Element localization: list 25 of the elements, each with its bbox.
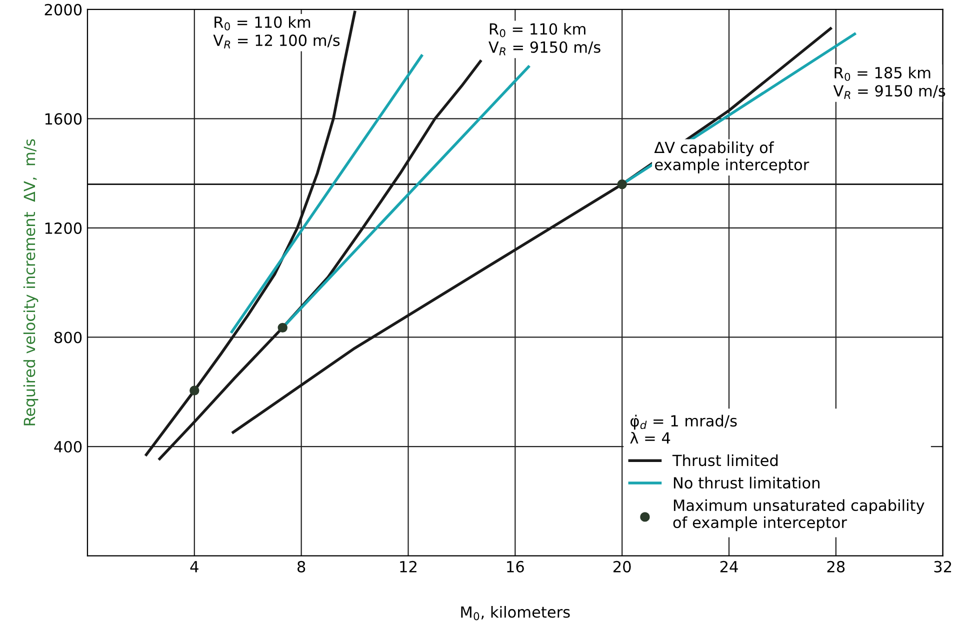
legend-title: φ̇$_{d}$ = 1 mrad/s λ = 4 — [630, 414, 737, 444]
x-tick-label: 4 — [190, 561, 198, 572]
legend-label: Maximum unsaturated capability of example interceptor — [673, 499, 924, 532]
legend-label: No thrust limitation — [674, 476, 820, 489]
point — [190, 386, 200, 396]
x-tick-label: 12 — [400, 560, 416, 572]
point — [278, 322, 288, 333]
y-tick-label: 1600 — [45, 113, 82, 125]
x-tick-label: 16 — [507, 560, 524, 572]
y-axis-title: Required velocity increment ΔV, m/s — [23, 139, 38, 426]
x-tick-label: 32 — [934, 560, 952, 572]
point — [617, 179, 627, 190]
x-tick-label: 24 — [720, 560, 738, 572]
y-tick-label: 1200 — [45, 222, 82, 234]
y-tick-label: 800 — [54, 332, 82, 344]
x-axis-title: M$_{0}$, kilometers — [461, 606, 570, 620]
ref-line-label: ΔV capability of example interceptor — [654, 141, 810, 174]
y-tick-label: 2000 — [44, 4, 82, 16]
x-tick-label: 28 — [827, 560, 845, 572]
annotation: R$_{0}$ = 110 km V$_{R}$ = 9150 m/s — [488, 22, 600, 56]
x-tick-label: 8 — [297, 560, 306, 572]
y-tick-label: 400 — [54, 440, 82, 453]
legend-label: Thrust limited — [672, 454, 778, 466]
annotation: R$_{0}$ = 110 km V$_{R}$ = 12 100 m/s — [213, 16, 340, 48]
x-tick-label: 20 — [613, 560, 631, 572]
